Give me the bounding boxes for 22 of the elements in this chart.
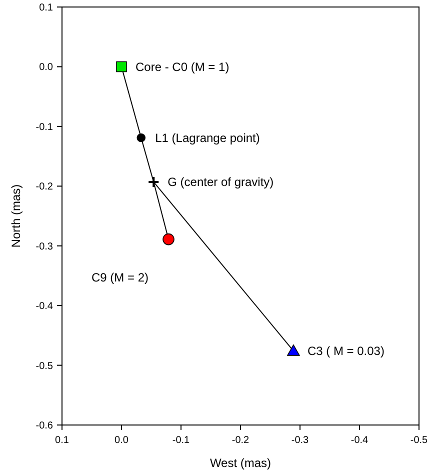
y-tick-label: -0.6 — [36, 420, 54, 432]
text: C9 (M = 2) — [91, 270, 149, 284]
x-axis-title: West (mas) — [210, 456, 272, 470]
series-label: L1 (Lagrange point) — [155, 130, 260, 145]
y-tick-label: -0.2 — [36, 182, 54, 193]
series-label: G (center of gravity) — [168, 175, 274, 190]
x-tick-label: 0.0 — [114, 435, 129, 446]
series-label: C3 ( M = 0.03) — [307, 344, 384, 358]
x-tick-label: -0.1 — [172, 435, 190, 446]
y-tick-label: -0.3 — [36, 241, 54, 252]
y-tick-label: -0.4 — [36, 301, 54, 312]
y-tick-label: 0.0 — [39, 62, 54, 74]
x-tick-label: -0.2 — [232, 435, 250, 446]
x-tick-label: -0.3 — [291, 435, 310, 446]
y-tick-label: 0.1 — [39, 2, 54, 14]
x-tick-label: 0.1 — [55, 435, 70, 446]
series-label: Core - C0 (M = 1) — [136, 60, 230, 74]
x-tick-label: -0.5 — [410, 435, 427, 446]
y-tick-label: -0.1 — [36, 122, 54, 133]
y-tick-label: -0.5 — [36, 360, 54, 372]
x-tick-label: -0.4 — [350, 435, 369, 446]
y-axis-title: North (mas) — [9, 184, 23, 248]
